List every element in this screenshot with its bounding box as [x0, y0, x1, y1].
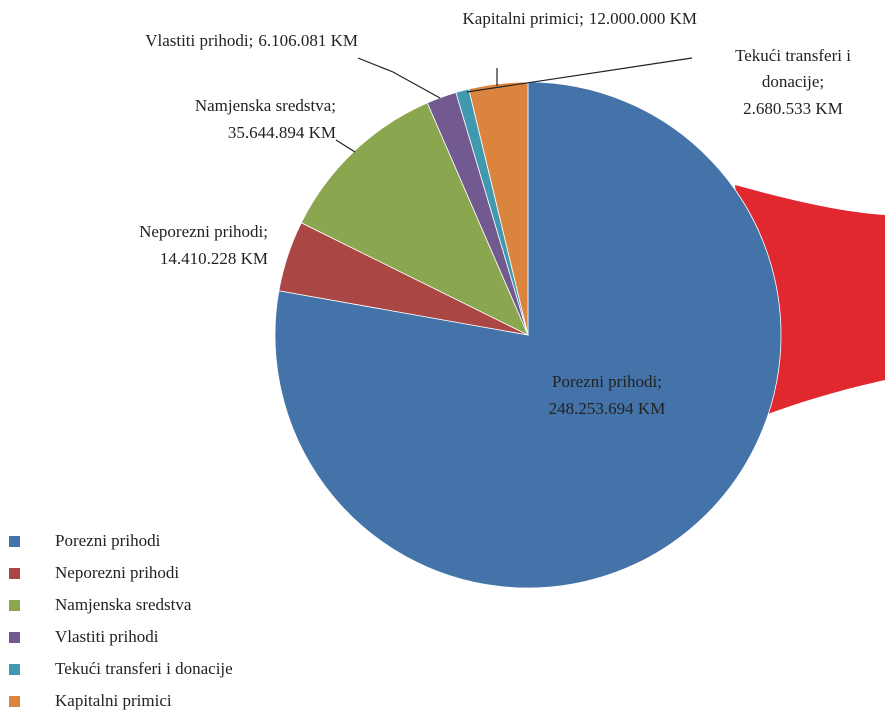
legend-label: Neporezni prihodi [55, 563, 179, 582]
data-label-name: donacije; [762, 72, 824, 91]
legend-label: Kapitalni primici [55, 691, 172, 710]
data-label-value: 2.680.533 KM [743, 99, 843, 118]
legend-swatch [9, 568, 20, 579]
legend-swatch [9, 536, 20, 547]
data-label-name: Kapitalni primici; [463, 9, 584, 28]
data-label-name: Neporezni prihodi; [139, 222, 268, 241]
legend-swatch [9, 632, 20, 643]
data-label-name: Porezni prihodi; [552, 372, 662, 391]
legend-label: Vlastiti prihodi [55, 627, 159, 646]
data-label-name: Tekući transferi i [735, 46, 851, 65]
data-label: Kapitalni primici; 12.000.000 KM [463, 9, 698, 28]
data-label: Vlastiti prihodi; 6.106.081 KM [145, 31, 358, 50]
leader-line [357, 57, 441, 99]
data-label-name: Vlastiti prihodi; [145, 31, 253, 50]
data-label-value: 35.644.894 KM [228, 123, 336, 142]
data-label-value: 6.106.081 KM [258, 31, 358, 50]
leader-line [335, 139, 356, 153]
pie [274, 81, 782, 589]
legend-label: Namjenska sredstva [55, 595, 192, 614]
data-label-value: 248.253.694 KM [549, 399, 666, 418]
leader-line [466, 57, 693, 93]
data-label-value: 14.410.228 KM [160, 249, 268, 268]
legend-swatch [9, 664, 20, 675]
legend-label: Porezni prihodi [55, 531, 161, 550]
pie-slice [468, 81, 529, 336]
legend-swatch [9, 600, 20, 611]
legend-label: Tekući transferi i donacije [55, 659, 233, 678]
legend-swatch [9, 696, 20, 707]
data-label-value: 12.000.000 KM [589, 9, 697, 28]
data-label-name: Namjenska sredstva; [195, 96, 336, 115]
